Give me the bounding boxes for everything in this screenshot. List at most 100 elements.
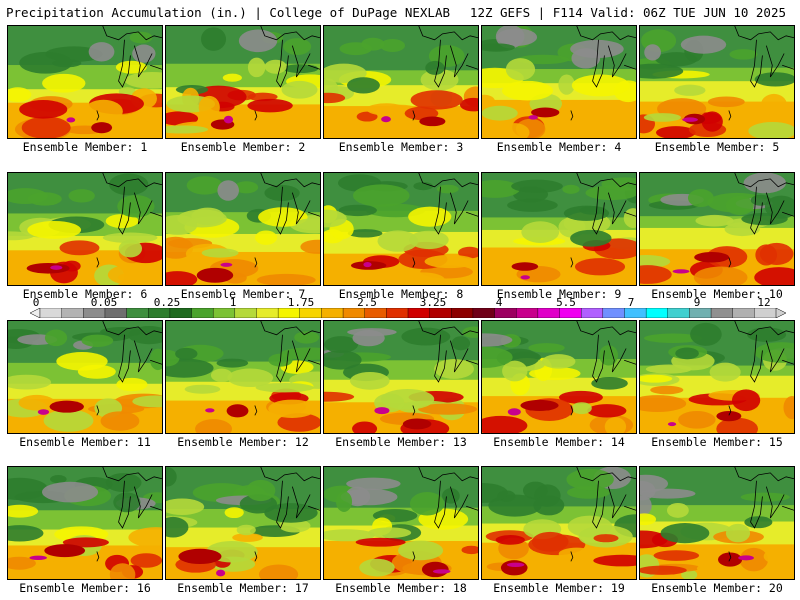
colorbar-swatch [429,308,452,318]
ensemble-member-map [165,172,321,286]
colorbar-swatch [148,308,171,318]
colorbar-tick-label: 2.5 [357,296,377,309]
great-lakes-outline [576,173,636,235]
colorbar-swatch [39,308,63,318]
ensemble-member-map [7,25,163,139]
ensemble-member-label: Ensemble Member: 9 [496,287,622,301]
colorbar-tick-label: 9 [693,296,701,309]
ensemble-member-map [639,466,795,580]
precip-map-image [8,173,162,285]
great-lakes-outline [734,26,794,88]
ensemble-member-label: Ensemble Member: 1 [22,140,148,154]
ensemble-member-map [165,25,321,139]
colorbar-tick-label: 0.05 [90,296,118,309]
precip-map-image [482,321,636,433]
colorbar-swatch [689,308,712,318]
ensemble-member-label: Ensemble Member: 4 [496,140,622,154]
colorbar-swatch [602,308,626,318]
colorbar-tick-label: 1.75 [287,296,315,309]
precip-map-image [8,467,162,579]
great-lakes-outline [576,26,636,88]
great-lakes-outline [734,321,794,383]
ensemble-member-label: Ensemble Member: 17 [177,581,309,595]
ensemble-member-map [481,25,637,139]
colorbar-max-arrow [775,308,786,318]
ensemble-member-map [639,25,795,139]
colorbar-swatch [537,308,561,318]
colorbar-swatch [580,308,604,318]
colorbar-min-arrow [30,308,41,318]
colorbar-swatch [126,308,149,318]
colorbar-swatch [667,308,691,318]
great-lakes-outline [260,173,320,235]
great-lakes-outline [576,321,636,383]
precip-map-image [166,26,320,138]
colorbar-swatch [754,308,777,318]
precip-map-image [482,173,636,285]
ensemble-member-map [639,172,795,286]
colorbar-swatch [191,308,214,318]
precip-map-image [324,467,478,579]
colorbar-swatch [61,308,84,318]
ensemble-member-label: Ensemble Member: 14 [493,435,625,449]
colorbar-swatch [732,308,756,318]
great-lakes-outline [102,321,162,383]
colorbar-swatch [342,308,366,318]
ensemble-member-label: Ensemble Member: 11 [19,435,151,449]
great-lakes-outline [102,467,162,529]
colorbar-swatch [386,308,409,318]
great-lakes-outline [418,173,478,235]
great-lakes-outline [418,26,478,88]
ensemble-member-map [481,172,637,286]
colorbar-tick-label: 0 [32,296,40,309]
colorbar-tick-label: 0.25 [153,296,181,309]
colorbar-swatch [472,308,496,318]
ensemble-member-label: Ensemble Member: 8 [338,287,464,301]
ensemble-member-label: Ensemble Member: 19 [493,581,625,595]
great-lakes-outline [102,26,162,88]
precip-map-image [640,467,794,579]
great-lakes-outline [260,321,320,383]
ensemble-member-map [323,25,479,139]
great-lakes-outline [418,321,478,383]
ensemble-member-map [7,320,163,434]
great-lakes-outline [260,467,320,529]
colorbar-swatch [407,308,431,318]
colorbar-swatch [710,308,734,318]
colorbar-tick-label: 7 [627,296,635,309]
ensemble-member-label: Ensemble Member: 5 [654,140,780,154]
ensemble-member-map [481,320,637,434]
precip-map-image [166,467,320,579]
colorbar-swatch [104,308,128,318]
great-lakes-outline [576,467,636,529]
precip-map-image [324,321,478,433]
map-title: Precipitation Accumulation (in.) | Colle… [6,5,451,20]
great-lakes-outline [260,26,320,88]
ensemble-member-label: Ensemble Member: 3 [338,140,464,154]
ensemble-member-map [7,466,163,580]
colorbar-tick-label: 3.25 [419,296,447,309]
colorbar-swatch [645,308,669,318]
ensemble-member-label: Ensemble Member: 18 [335,581,467,595]
great-lakes-outline [734,173,794,235]
precip-map-image [324,26,478,138]
great-lakes-outline [734,467,794,529]
ensemble-member-map [323,172,479,286]
colorbar-swatch [516,308,539,318]
colorbar-swatch [256,308,279,318]
colorbar-swatch [624,308,647,318]
colorbar-swatch [494,308,517,318]
ensemble-member-map [481,466,637,580]
colorbar-tick-label: 4 [495,296,503,309]
ensemble-member-map [7,172,163,286]
colorbar-tick-label: 1 [229,296,237,309]
colorbar-swatch [212,308,236,318]
model-run-info: 12Z GEFS | F114 Valid: 06Z TUE JUN 10 20… [469,5,786,20]
colorbar-swatch [559,308,582,318]
ensemble-member-label: Ensemble Member: 12 [177,435,309,449]
colorbar-tick-label: 12 [757,296,771,309]
colorbar-swatch [451,308,474,318]
precip-map-image [324,173,478,285]
great-lakes-outline [102,173,162,235]
colorbar-swatch [169,308,193,318]
